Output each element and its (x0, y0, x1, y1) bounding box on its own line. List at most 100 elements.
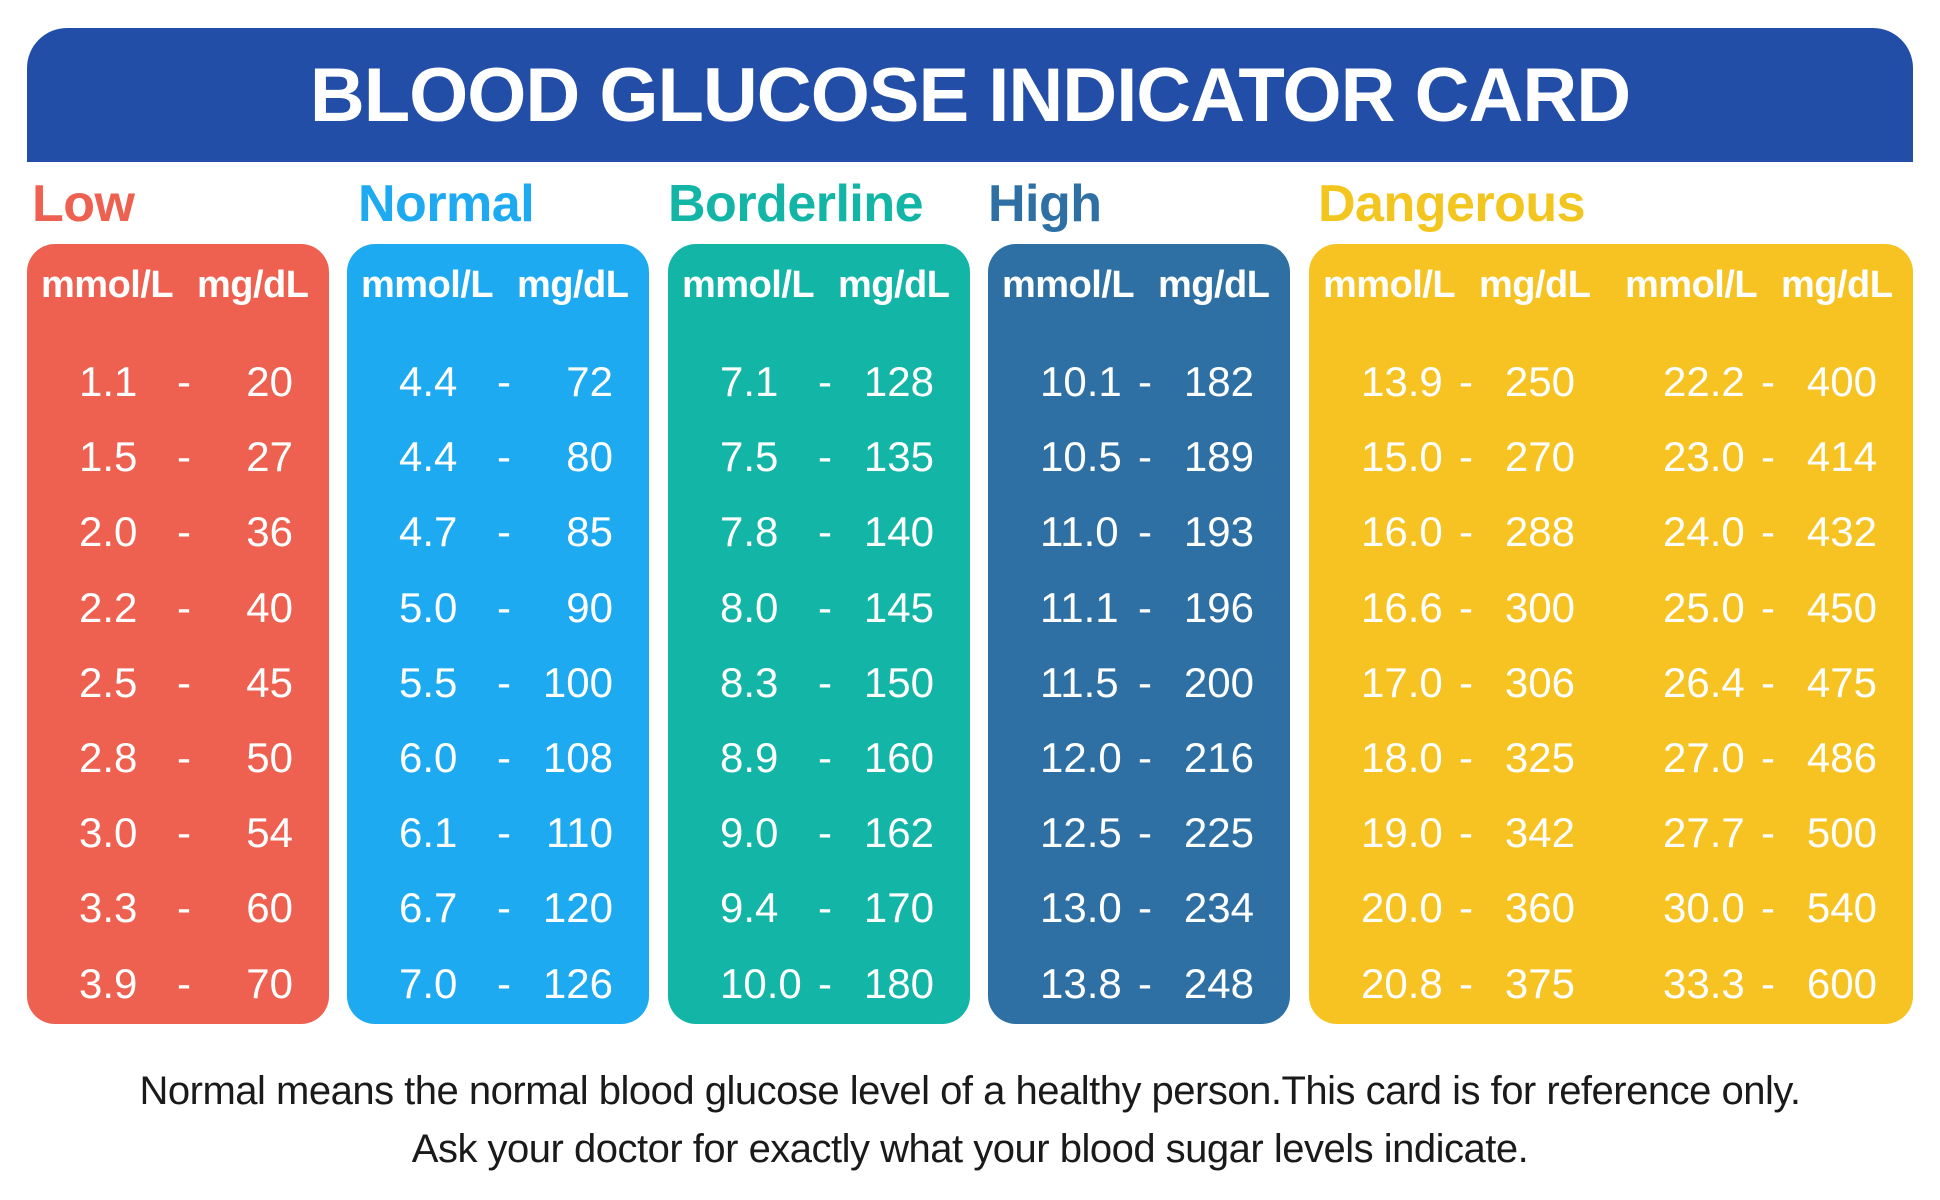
mg-value: 325 (1504, 733, 1575, 781)
mg-value: 270 (1504, 433, 1575, 481)
category-label-normal: Normal (358, 175, 535, 233)
range-dash: - (177, 733, 191, 781)
table-row: 15.0-270 (1309, 419, 1611, 494)
table-row: 8.3-150 (668, 645, 970, 720)
range-dash: - (1138, 508, 1152, 556)
unit-header: mmol/L mg/dL (988, 244, 1290, 324)
unit-mmol-label: mmol/L (361, 264, 494, 306)
table-row: 20.0-360 (1309, 870, 1611, 945)
mg-value: 80 (566, 433, 613, 481)
mmol-value: 6.7 (399, 884, 458, 932)
mmol-value: 9.4 (720, 884, 779, 932)
range-dash: - (818, 733, 832, 781)
table-row: 2.2- 40 (27, 570, 329, 645)
mmol-value: 26.4 (1663, 658, 1745, 706)
range-dash: - (1459, 959, 1473, 1007)
mg-value: 540 (1806, 884, 1877, 932)
mmol-value: 24.0 (1663, 508, 1745, 556)
unit-mg-label: mg/dL (1479, 264, 1591, 306)
mg-value: 128 (863, 358, 934, 405)
unit-mmol-label: mmol/L (1625, 264, 1758, 306)
mg-value: 170 (863, 884, 934, 932)
table-row: 7.1-128 (668, 344, 970, 419)
mg-value: 180 (863, 959, 934, 1007)
range-dash: - (818, 583, 832, 631)
table-row: 27.7-500 (1611, 795, 1913, 870)
mg-value: 45 (246, 658, 293, 706)
mg-value: 60 (246, 884, 293, 932)
table-row: 11.5-200 (988, 645, 1290, 720)
unit-header: mmol/L mg/dL (347, 244, 649, 324)
mg-value: 225 (1183, 809, 1254, 857)
range-dash: - (818, 658, 832, 706)
table-row: 11.0-193 (988, 494, 1290, 569)
mg-value: 414 (1806, 433, 1877, 481)
table-row: 10.1-182 (988, 344, 1290, 419)
table-row: 6.0-108 (347, 720, 649, 795)
mg-value: 140 (863, 508, 934, 556)
unit-mg-label: mg/dL (1781, 264, 1893, 306)
mmol-value: 17.0 (1361, 658, 1443, 706)
unit-mg-label: mg/dL (838, 264, 950, 306)
mg-value: 248 (1183, 959, 1254, 1007)
mmol-value: 3.3 (79, 884, 138, 932)
range-dash: - (177, 433, 191, 481)
table-row: 33.3-600 (1611, 946, 1913, 1021)
table-row: 2.0- 36 (27, 494, 329, 569)
table-row: 9.4-170 (668, 870, 970, 945)
column-group: mmol/L mg/dL 1.1-20 1.5-27 2.0-36 2.2-40 2.5-4… (27, 244, 329, 1024)
range-dash: - (818, 884, 832, 932)
mmol-value: 20.0 (1361, 884, 1443, 932)
column-group: mmol/L mg/dL 4.4-72 4.4-80 4.7-85 5.0-90 5.5-1… (347, 244, 649, 1024)
column-group: mmol/L mg/dL 7.1-128 7.5-135 7.8-140 8.0-145 8… (668, 244, 970, 1024)
mg-value: 300 (1504, 583, 1575, 631)
mmol-value: 2.8 (79, 733, 138, 781)
mmol-value: 7.5 (720, 433, 779, 481)
mg-value: 200 (1183, 658, 1254, 706)
table-row: 30.0-540 (1611, 870, 1913, 945)
range-dash: - (497, 733, 511, 781)
table-row: 13.9-250 (1309, 344, 1611, 419)
table-row: 7.8-140 (668, 494, 970, 569)
range-dash: - (1459, 508, 1473, 556)
mg-value: 160 (863, 733, 934, 781)
table-row: 11.1-196 (988, 570, 1290, 645)
mg-value: 486 (1806, 733, 1877, 781)
range-dash: - (177, 809, 191, 857)
range-dash: - (177, 884, 191, 932)
category-label-borderline: Borderline (668, 175, 924, 233)
range-dash: - (177, 508, 191, 556)
range-dash: - (177, 583, 191, 631)
mg-value: 193 (1183, 508, 1254, 556)
range-dash: - (497, 809, 511, 857)
mmol-value: 5.5 (399, 658, 458, 706)
footnote-line-1: Normal means the normal blood glucose le… (139, 1069, 1801, 1113)
mmol-value: 3.0 (79, 809, 138, 857)
mg-value: 306 (1504, 658, 1575, 706)
mg-value: 108 (542, 733, 613, 781)
category-panel-low: mmol/L mg/dL 1.1-20 1.5-27 2.0-36 2.2-40 2.5-4… (27, 244, 329, 1024)
mmol-value: 18.0 (1361, 733, 1443, 781)
range-dash: - (1761, 508, 1775, 556)
range-dash: - (1459, 733, 1473, 781)
mmol-value: 8.3 (720, 658, 779, 706)
mmol-value: 11.1 (1040, 583, 1119, 631)
mmol-value: 5.0 (399, 583, 458, 631)
mg-value: 110 (546, 809, 613, 857)
category-panel-normal: mmol/L mg/dL 4.4-72 4.4-80 4.7-85 5.0-90 5.5-1… (347, 244, 649, 1024)
table-row: 7.5-135 (668, 419, 970, 494)
category-label-high: High (988, 175, 1102, 233)
table-row: 8.9-160 (668, 720, 970, 795)
table-row: 6.1-110 (347, 795, 649, 870)
mg-value: 432 (1806, 508, 1877, 556)
mg-value: 475 (1806, 658, 1877, 706)
range-dash: - (497, 358, 511, 405)
table-row: 16.6-300 (1309, 570, 1611, 645)
mmol-value: 22.2 (1663, 358, 1745, 405)
range-dash: - (1459, 433, 1473, 481)
mg-value: 600 (1806, 959, 1877, 1007)
table-row: 8.0-145 (668, 570, 970, 645)
range-dash: - (1459, 884, 1473, 932)
mg-value: 189 (1183, 433, 1254, 481)
mmol-value: 20.8 (1361, 959, 1443, 1007)
